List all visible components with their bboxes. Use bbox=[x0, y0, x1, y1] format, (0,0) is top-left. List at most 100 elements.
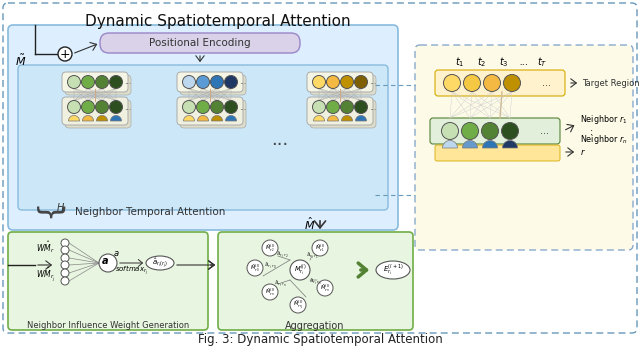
Circle shape bbox=[442, 122, 458, 139]
Circle shape bbox=[67, 100, 81, 113]
Circle shape bbox=[61, 254, 69, 262]
Text: $E_{r_i}^{(l+1)}$: $E_{r_i}^{(l+1)}$ bbox=[383, 263, 403, 277]
Circle shape bbox=[81, 75, 95, 89]
FancyBboxPatch shape bbox=[8, 25, 398, 230]
Text: ...: ... bbox=[239, 102, 246, 111]
Text: $softmax_{r_j}$: $softmax_{r_j}$ bbox=[115, 263, 148, 277]
FancyBboxPatch shape bbox=[180, 75, 246, 95]
Text: $\hat{M}_{r_{n_0}}^{(l)}$: $\hat{M}_{r_{n_0}}^{(l)}$ bbox=[292, 299, 303, 311]
Polygon shape bbox=[442, 140, 458, 148]
Text: $\hat{M}$: $\hat{M}$ bbox=[304, 216, 315, 232]
Text: Neighbor Temporal Attention: Neighbor Temporal Attention bbox=[75, 207, 225, 217]
Text: Neighbor $r_1$: Neighbor $r_1$ bbox=[580, 113, 627, 127]
Circle shape bbox=[95, 100, 109, 113]
FancyBboxPatch shape bbox=[310, 75, 376, 95]
Circle shape bbox=[290, 260, 310, 280]
Circle shape bbox=[196, 75, 209, 89]
Circle shape bbox=[247, 260, 263, 276]
Circle shape bbox=[182, 100, 195, 113]
Circle shape bbox=[262, 240, 278, 256]
Circle shape bbox=[461, 122, 479, 139]
Circle shape bbox=[502, 122, 518, 139]
Text: :: : bbox=[590, 127, 593, 137]
Text: $\hat{a}_{r_i,r_1}$: $\hat{a}_{r_i,r_1}$ bbox=[305, 251, 319, 261]
Polygon shape bbox=[463, 140, 477, 148]
Text: $\hat{a}_{r_i,r_2}$: $\hat{a}_{r_i,r_2}$ bbox=[276, 250, 289, 260]
Polygon shape bbox=[502, 140, 518, 148]
FancyBboxPatch shape bbox=[180, 100, 246, 128]
Circle shape bbox=[463, 74, 481, 91]
Text: ...: ... bbox=[369, 78, 376, 86]
Text: Fig. 3: Dynamic Spatiotemporal Attention: Fig. 3: Dynamic Spatiotemporal Attention bbox=[198, 334, 442, 346]
Text: ...: ... bbox=[125, 102, 132, 111]
Text: $r$: $r$ bbox=[580, 147, 586, 157]
FancyBboxPatch shape bbox=[100, 33, 300, 53]
Text: $\hat{M}_{r_2}^{(l)}$: $\hat{M}_{r_2}^{(l)}$ bbox=[265, 242, 275, 254]
FancyBboxPatch shape bbox=[310, 100, 376, 128]
Circle shape bbox=[196, 100, 209, 113]
Text: $W\hat{M}_{r}$: $W\hat{M}_{r}$ bbox=[36, 239, 55, 255]
Text: ...: ... bbox=[540, 126, 549, 136]
Ellipse shape bbox=[376, 261, 410, 279]
Text: {: { bbox=[33, 198, 63, 218]
Polygon shape bbox=[328, 116, 339, 121]
Text: ...: ... bbox=[239, 78, 246, 86]
Circle shape bbox=[483, 74, 500, 91]
Circle shape bbox=[182, 75, 195, 89]
Circle shape bbox=[211, 75, 223, 89]
Text: $t_T$: $t_T$ bbox=[537, 55, 547, 69]
Text: $t_2$: $t_2$ bbox=[477, 55, 486, 69]
Circle shape bbox=[95, 75, 109, 89]
Circle shape bbox=[99, 254, 117, 272]
Circle shape bbox=[290, 297, 306, 313]
Circle shape bbox=[61, 261, 69, 269]
Text: $\hat{M}_{r_1}^{(l)}$: $\hat{M}_{r_1}^{(l)}$ bbox=[315, 242, 325, 254]
Circle shape bbox=[61, 269, 69, 277]
FancyBboxPatch shape bbox=[307, 72, 373, 92]
Text: H: H bbox=[57, 203, 65, 213]
Polygon shape bbox=[211, 116, 223, 121]
FancyBboxPatch shape bbox=[62, 97, 128, 125]
Circle shape bbox=[109, 75, 122, 89]
Text: $\hat{a}_{r_i(r_j)}$: $\hat{a}_{r_i(r_j)}$ bbox=[152, 256, 168, 270]
Polygon shape bbox=[198, 116, 209, 121]
Circle shape bbox=[481, 122, 499, 139]
Text: $W\hat{M}_{r_j}$: $W\hat{M}_{r_j}$ bbox=[36, 266, 55, 284]
Text: $\tilde{M}$: $\tilde{M}$ bbox=[15, 53, 26, 67]
Text: Aggregation: Aggregation bbox=[285, 321, 345, 331]
Polygon shape bbox=[355, 116, 367, 121]
Circle shape bbox=[340, 100, 353, 113]
Circle shape bbox=[225, 100, 237, 113]
Polygon shape bbox=[97, 116, 108, 121]
FancyBboxPatch shape bbox=[65, 100, 131, 128]
Circle shape bbox=[340, 75, 353, 89]
FancyBboxPatch shape bbox=[430, 118, 560, 144]
Circle shape bbox=[326, 100, 339, 113]
Text: ...: ... bbox=[519, 57, 529, 67]
Text: ...: ... bbox=[271, 131, 289, 149]
Text: $t_1$: $t_1$ bbox=[455, 55, 465, 69]
FancyBboxPatch shape bbox=[177, 72, 243, 92]
FancyBboxPatch shape bbox=[415, 45, 633, 250]
FancyBboxPatch shape bbox=[62, 72, 128, 92]
Circle shape bbox=[312, 240, 328, 256]
Text: $\hat{M}_{r_n}^{(l)}$: $\hat{M}_{r_n}^{(l)}$ bbox=[265, 286, 275, 298]
Circle shape bbox=[58, 47, 72, 61]
Circle shape bbox=[312, 75, 326, 89]
FancyBboxPatch shape bbox=[177, 97, 243, 125]
Circle shape bbox=[67, 75, 81, 89]
Text: ...: ... bbox=[125, 78, 132, 86]
Text: $\hat{a}_{r_i,r_0}$: $\hat{a}_{r_i,r_0}$ bbox=[264, 261, 276, 271]
Polygon shape bbox=[342, 116, 353, 121]
Text: a: a bbox=[114, 248, 119, 257]
Text: Neighbor Influence Weight Generation: Neighbor Influence Weight Generation bbox=[27, 321, 189, 330]
Circle shape bbox=[262, 284, 278, 300]
Circle shape bbox=[211, 100, 223, 113]
Circle shape bbox=[109, 100, 122, 113]
Circle shape bbox=[81, 100, 95, 113]
Circle shape bbox=[317, 280, 333, 296]
Polygon shape bbox=[68, 116, 79, 121]
Polygon shape bbox=[111, 116, 122, 121]
Text: $M_{r_i}^{(l)}$: $M_{r_i}^{(l)}$ bbox=[294, 263, 307, 277]
Text: +: + bbox=[60, 47, 70, 61]
